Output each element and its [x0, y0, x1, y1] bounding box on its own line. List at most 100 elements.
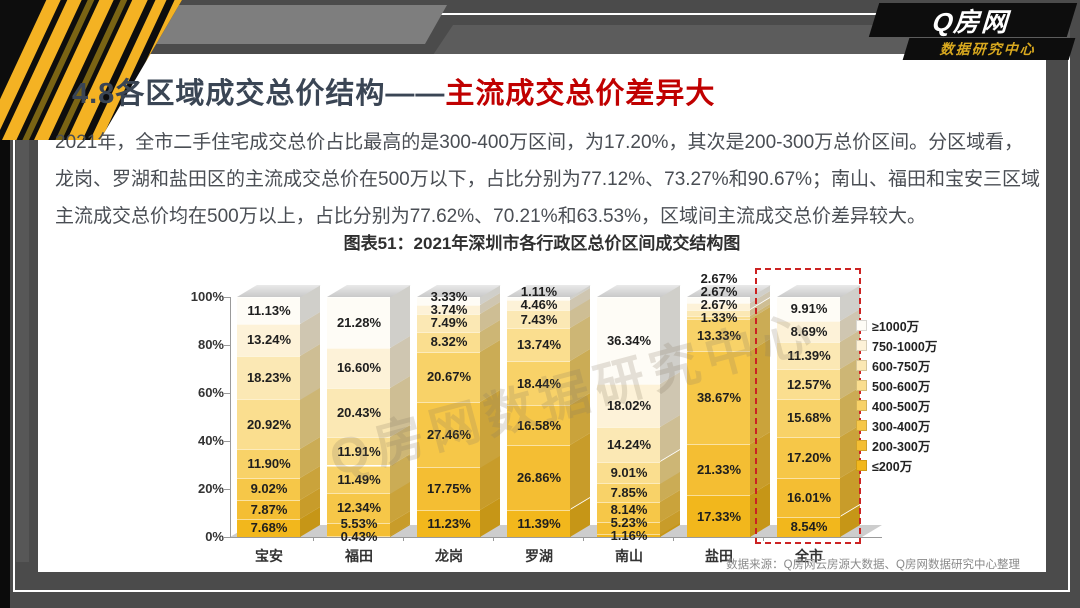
- bar-segment-≥1000万: [417, 284, 500, 305]
- intro-line: 主流成交总价均在500万以上，占比分别为77.62%、70.21%和63.53%…: [55, 206, 927, 227]
- segment-value-label: 18.02%: [606, 398, 652, 414]
- segment-value-label: 2.67%: [700, 297, 738, 313]
- bar-segment-≤200万: [777, 504, 860, 537]
- bar-segment-400-500万: [417, 339, 500, 402]
- page-title: 4.8各区域成交总价结构——主流成交总价差异大: [72, 70, 715, 112]
- bar-segment-600-750万: [597, 415, 680, 462]
- slide-frame: [13, 13, 1070, 592]
- segment-value-label: 7.87%: [250, 501, 288, 517]
- bar-segment-≤200万: [237, 506, 320, 537]
- bar-segment-≥1000万: [327, 284, 410, 349]
- segment-value-label: 0.43%: [340, 528, 378, 544]
- segment-value-label: 17.75%: [426, 481, 472, 497]
- bar-segment-300-400万: [777, 424, 860, 479]
- legend-swatch: [856, 440, 867, 451]
- segment-value-label: 8.69%: [790, 323, 828, 339]
- y-tick-mark: [224, 297, 231, 298]
- bar-segment-≤200万: [507, 497, 590, 537]
- segment-value-label: 11.39%: [787, 347, 831, 363]
- segment-value-label: 7.68%: [250, 520, 288, 536]
- bar-segment-300-400万: [237, 466, 320, 500]
- bar-segment-600-750万: [237, 343, 320, 400]
- segment-value-label: 7.85%: [610, 485, 648, 501]
- y-tick-label: 40%: [197, 433, 224, 448]
- segment-value-label: 9.01%: [610, 464, 648, 480]
- bar-segment-600-750万: [417, 301, 500, 332]
- bar-segment-≤200万: [417, 498, 500, 537]
- bar-segment-≤200万: [327, 523, 410, 537]
- highlight-box: [755, 268, 861, 544]
- bar-segment-≥1000万: [687, 284, 770, 304]
- segment-value-label: 11.91%: [337, 443, 381, 459]
- segment-value-label: 9.02%: [250, 481, 288, 497]
- legend-item: 300-400万: [856, 416, 930, 435]
- bar-segment-750-1000万: [597, 372, 680, 428]
- segment-value-label: 13.74%: [516, 337, 562, 353]
- legend-item: ≤200万: [856, 456, 912, 475]
- page-title-dash: ——: [385, 78, 446, 110]
- segment-value-label: 13.24%: [246, 332, 292, 348]
- y-tick-mark: [224, 393, 231, 394]
- legend-label: 400-500万: [872, 400, 931, 414]
- segment-value-label: 11.23%: [427, 516, 471, 532]
- legend-item: 500-600万: [856, 376, 930, 395]
- segment-value-label: 21.28%: [336, 315, 382, 330]
- segment-value-label: 11.39%: [517, 515, 561, 531]
- bar-segment-≥1000万: [507, 284, 590, 300]
- chart-title: 图表51：2021年深圳市各行政区总价区间成交结构图: [343, 234, 741, 253]
- bar-segment-300-400万: [687, 339, 770, 445]
- x-axis-label: 龙岗: [435, 548, 463, 564]
- segment-value-label: 36.34%: [606, 333, 652, 349]
- bar-segment-600-750万: [777, 329, 860, 369]
- legend-item: 200-300万: [856, 436, 930, 455]
- bar-segment-500-600万: [687, 304, 770, 320]
- legend-swatch: [856, 400, 867, 411]
- segment-value-label: 20.92%: [246, 416, 292, 432]
- bar-segment-500-600万: [777, 356, 860, 400]
- bar-segment-750-1000万: [237, 311, 320, 356]
- legend-label: 200-300万: [872, 440, 931, 454]
- segment-value-label: 20.67%: [426, 369, 472, 385]
- segment-value-label: 8.14%: [610, 502, 648, 518]
- y-tick-mark: [224, 345, 231, 346]
- x-axis-label: 南山: [615, 548, 643, 564]
- legend-swatch: [856, 340, 867, 351]
- segment-value-label: 17.20%: [786, 449, 832, 465]
- intro-line: 龙岗、罗湖和盐田区的主流成交总价在500万以下，占比分别为77.12%、73.2…: [55, 169, 1041, 190]
- y-tick-mark: [224, 489, 231, 490]
- bar-segment-500-600万: [417, 319, 500, 352]
- bar-segment-side-face: [660, 284, 680, 385]
- segment-value-label: 1.33%: [700, 310, 738, 326]
- legend-label: 600-750万: [872, 360, 931, 374]
- segment-value-label: 16.60%: [336, 360, 382, 376]
- page-title-main: 4.8各区域成交总价结构: [72, 78, 386, 110]
- bar-segment-400-500万: [237, 437, 320, 479]
- y-tick-label: 80%: [197, 337, 224, 352]
- legend-label: ≥1000万: [872, 320, 920, 334]
- legend-label: ≤200万: [872, 460, 913, 474]
- legend-swatch: [856, 360, 867, 371]
- x-axis: [230, 537, 882, 538]
- segment-value-label: 18.44%: [516, 375, 562, 391]
- bar-segment-200-300万: [327, 510, 410, 536]
- bar-segment-≥1000万: [237, 284, 320, 324]
- intro-line: 2021年，全市二手住宅成交总价占比最高的是300-400万区间，为17.20%…: [55, 132, 1024, 153]
- y-tick-mark: [224, 441, 231, 442]
- bar-segment-400-500万: [687, 307, 770, 352]
- x-axis-label: 宝安: [255, 548, 283, 564]
- bar-segment-≤200万: [687, 483, 770, 537]
- bar-segment-600-750万: [327, 375, 410, 437]
- legend-swatch: [856, 420, 867, 431]
- x-tick-mark: [493, 537, 494, 541]
- segment-value-label: 8.54%: [790, 519, 828, 535]
- segment-value-label: 21.33%: [696, 462, 742, 478]
- bar-segment-750-1000万: [687, 291, 770, 310]
- legend-label: 300-400万: [872, 420, 931, 434]
- segment-value-label: 2.67%: [700, 271, 738, 287]
- bar-segment-≥1000万: [777, 284, 860, 321]
- x-axis-label: 罗湖: [525, 548, 553, 564]
- segment-value-label: 7.43%: [520, 311, 558, 327]
- x-tick-mark: [583, 537, 584, 541]
- legend-swatch: [856, 460, 867, 471]
